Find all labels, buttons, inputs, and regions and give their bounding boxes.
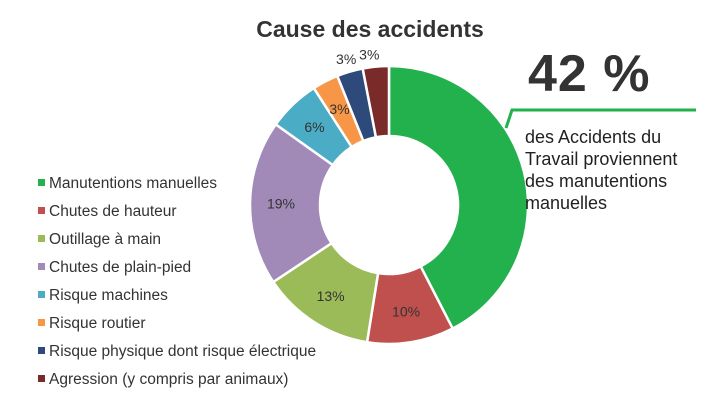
- callout-value: 42 %: [528, 45, 651, 103]
- legend-swatch: [38, 207, 45, 215]
- legend-label: Risque machines: [49, 287, 168, 304]
- legend-swatch: [38, 291, 45, 299]
- slice-4: [248, 122, 335, 284]
- slice-label-2: 10%: [392, 304, 420, 320]
- legend-label: Chutes de plain-pied: [49, 259, 192, 276]
- slice-labels: 10%13%19%6%3%3% 3%: [267, 46, 420, 319]
- slice-label-3: 13%: [317, 288, 345, 304]
- slice-1: [387, 64, 530, 331]
- slice-8: [361, 64, 391, 139]
- callout-text: des Accidents du Travail proviennent des…: [525, 127, 678, 213]
- legend-item: Chutes de hauteur: [38, 198, 316, 226]
- slice-label-4: 19%: [267, 195, 295, 211]
- legend-swatch: [38, 347, 45, 355]
- donut-slices: [248, 64, 530, 346]
- chart-legend: Manutentions manuelles Chutes de hauteur O…: [38, 170, 316, 394]
- legend-swatch: [38, 375, 45, 383]
- legend-label: Outillage à main: [49, 231, 162, 248]
- legend-swatch: [38, 179, 45, 187]
- legend-swatch: [38, 263, 45, 271]
- chart-title: Cause des accidents: [256, 16, 484, 42]
- legend-label: Risque routier: [49, 315, 146, 332]
- legend-item: Risque physique dont risque électrique: [38, 338, 316, 366]
- legend-label: Manutentions manuelles: [49, 175, 218, 192]
- slice-label-8: 3%: [359, 46, 379, 62]
- legend-label: Chutes de hauteur: [49, 203, 177, 220]
- slice-label-7: 3%: [336, 51, 356, 67]
- slice-label-5: 6%: [304, 119, 324, 135]
- legend-item: Agression (y compris par animaux): [38, 366, 316, 394]
- legend-swatch: [38, 235, 45, 243]
- callout-connector-line: [504, 108, 696, 129]
- legend-label: Risque physique dont risque électrique: [49, 343, 317, 360]
- legend-label: Agression (y compris par animaux): [49, 371, 289, 388]
- legend-item: Chutes de plain-pied: [38, 254, 316, 282]
- legend-item: Outillage à main: [38, 226, 316, 254]
- slice-label-6: 3%: [329, 101, 349, 117]
- legend-item: Risque machines: [38, 282, 316, 310]
- legend-item: Manutentions manuelles: [38, 170, 316, 198]
- legend-swatch: [38, 319, 45, 327]
- legend-item: Risque routier: [38, 310, 316, 338]
